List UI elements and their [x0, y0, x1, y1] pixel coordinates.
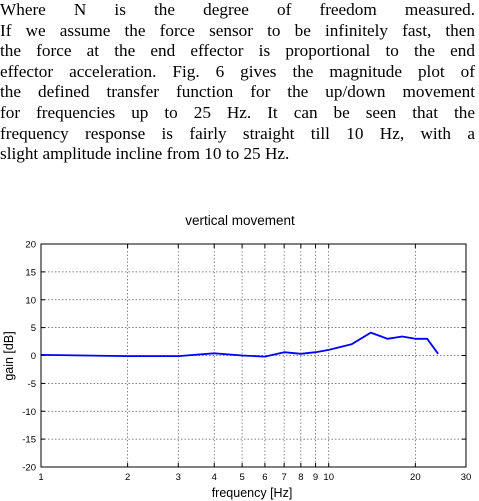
x-tick-label: 2: [125, 472, 130, 483]
chart-xlabel: frequency [Hz]: [212, 486, 293, 500]
chart-title: vertical movement: [185, 213, 295, 228]
x-tick-label: 6: [262, 472, 267, 483]
series-layer: [40, 331, 439, 358]
y-tick-label: -20: [22, 463, 36, 474]
x-tick-label: 20: [410, 472, 421, 483]
y-tick-label: 20: [25, 240, 36, 251]
paragraph-line: the force at the end effector is proport…: [0, 41, 475, 61]
series-line: [40, 331, 439, 358]
x-tick-label: 30: [461, 472, 472, 483]
y-tick-label: -10: [22, 407, 36, 418]
paragraph-line: for frequencies up to 25 Hz. It can be s…: [0, 102, 475, 122]
body-paragraph: Where N is the degree of freedom measure…: [0, 0, 475, 165]
paragraph-line: the defined transfer function for the up…: [0, 82, 475, 102]
x-tick-label: 4: [212, 472, 217, 483]
plot-frame: [40, 243, 467, 468]
y-tick-label: 0: [31, 351, 36, 362]
paragraph-line: slight amplitude incline from 10 to 25 H…: [0, 144, 290, 164]
x-tick-label: 10: [323, 472, 334, 483]
y-tick-label: 5: [31, 323, 36, 334]
axis-ticks: [40, 243, 467, 468]
paragraph-line: frequency response is fairly straight ti…: [0, 123, 475, 143]
tick-labels: 1 2 3 4 5 6 7 8 9 10 20 30 -20 -15 -10 -5 0 5 10 15 20: [22, 240, 471, 484]
x-tick-label: 1: [38, 472, 43, 483]
chart-ylabel: gain [dB]: [2, 331, 16, 380]
x-tick-label: 3: [176, 472, 181, 483]
x-tick-label: 5: [239, 472, 244, 483]
paragraph-line: Where N is the degree of freedom measure…: [0, 0, 475, 19]
paragraph-line: If we assume the force sensor to be infi…: [0, 20, 475, 40]
x-tick-label: 7: [282, 472, 287, 483]
x-tick-label: 8: [298, 472, 303, 483]
gain-chart: vertical movement frequency [Hz] gain [d…: [2, 213, 471, 500]
paragraph-line: effector acceleration. Fig. 6 gives the …: [0, 61, 475, 81]
y-tick-label: 15: [25, 267, 36, 278]
y-tick-label: -15: [22, 435, 36, 446]
y-tick-label: -5: [28, 379, 36, 390]
y-tick-label: 10: [25, 295, 36, 306]
x-tick-label: 9: [313, 472, 318, 483]
